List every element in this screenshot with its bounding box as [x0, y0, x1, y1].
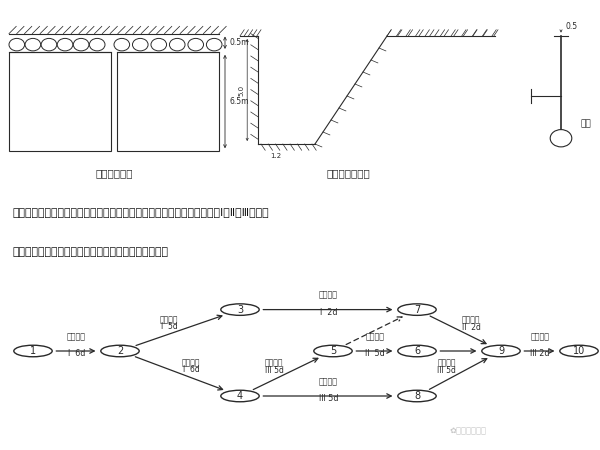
- Text: III 5d: III 5d: [437, 366, 456, 375]
- Circle shape: [14, 345, 52, 357]
- Text: 土方回填: 土方回填: [530, 332, 550, 341]
- Text: 8: 8: [414, 391, 420, 401]
- Circle shape: [114, 38, 130, 51]
- Text: 10: 10: [573, 346, 585, 356]
- Circle shape: [398, 390, 436, 402]
- Circle shape: [314, 345, 352, 357]
- Circle shape: [206, 38, 222, 51]
- Circle shape: [57, 38, 73, 51]
- Text: 土方回填: 土方回填: [462, 315, 481, 324]
- Circle shape: [398, 345, 436, 357]
- Text: 沟槽平面示意: 沟槽平面示意: [95, 168, 133, 178]
- Circle shape: [25, 38, 41, 51]
- Text: I  5d: I 5d: [161, 322, 178, 331]
- Circle shape: [188, 38, 203, 51]
- Circle shape: [89, 38, 105, 51]
- Circle shape: [550, 130, 572, 147]
- Text: 6.5m: 6.5m: [229, 97, 249, 106]
- Text: 沟槽剖面示意图: 沟槽剖面示意图: [326, 168, 370, 178]
- Text: 6: 6: [414, 346, 420, 356]
- Text: 3: 3: [237, 305, 243, 315]
- Circle shape: [221, 304, 259, 315]
- Text: III 5d: III 5d: [265, 366, 284, 375]
- Text: 7: 7: [414, 305, 420, 315]
- Circle shape: [9, 38, 25, 51]
- Text: 5: 5: [330, 346, 336, 356]
- Circle shape: [73, 38, 89, 51]
- Text: 土方回填: 土方回填: [319, 291, 338, 300]
- Text: 基础开挖: 基础开挖: [319, 377, 338, 386]
- Text: ✿七易筑筑排沟: ✿七易筑筑排沟: [449, 427, 487, 436]
- Text: III 5d: III 5d: [319, 394, 338, 403]
- Text: 基础开挖: 基础开挖: [182, 358, 200, 367]
- Text: 管道安装: 管道安装: [437, 359, 455, 368]
- Circle shape: [398, 304, 436, 315]
- Text: 管道安装: 管道安装: [365, 332, 385, 341]
- Bar: [117, 52, 219, 151]
- Text: I  6d: I 6d: [183, 365, 200, 374]
- Text: 滤管: 滤管: [580, 119, 591, 128]
- Text: 基础开挖: 基础开挖: [265, 359, 284, 368]
- Text: 9: 9: [498, 346, 504, 356]
- Text: 4: 4: [237, 391, 243, 401]
- Text: 1.2: 1.2: [271, 153, 281, 159]
- Circle shape: [41, 38, 57, 51]
- Text: I  6d: I 6d: [68, 349, 85, 358]
- Text: III 2d: III 2d: [530, 349, 550, 358]
- Circle shape: [133, 38, 148, 51]
- Bar: [9, 52, 111, 151]
- Text: 1: 1: [30, 346, 36, 356]
- Circle shape: [151, 38, 167, 51]
- Text: 施工单位组织基槽开挖、管道安装和土方回填三个施工队流水作业，并按Ⅰ、Ⅱ、Ⅲ划分成: 施工单位组织基槽开挖、管道安装和土方回填三个施工队流水作业，并按Ⅰ、Ⅱ、Ⅲ划分成: [12, 207, 269, 217]
- Text: 三个施工段，根据合同工期要求绘制网络进度图如下：: 三个施工段，根据合同工期要求绘制网络进度图如下：: [12, 247, 168, 256]
- Text: 0.5: 0.5: [566, 22, 578, 31]
- Text: 0.5m: 0.5m: [229, 38, 249, 47]
- Circle shape: [221, 390, 259, 402]
- Text: 5.0: 5.0: [238, 85, 244, 96]
- Circle shape: [482, 345, 520, 357]
- Text: I  2d: I 2d: [320, 308, 337, 317]
- Text: 基础开挖: 基础开挖: [67, 332, 86, 341]
- Circle shape: [101, 345, 139, 357]
- Circle shape: [560, 345, 598, 357]
- Text: II  2d: II 2d: [462, 323, 481, 332]
- Text: 管道安装: 管道安装: [160, 315, 178, 324]
- Text: II  5d: II 5d: [365, 349, 385, 358]
- Circle shape: [169, 38, 185, 51]
- Text: 2: 2: [117, 346, 123, 356]
